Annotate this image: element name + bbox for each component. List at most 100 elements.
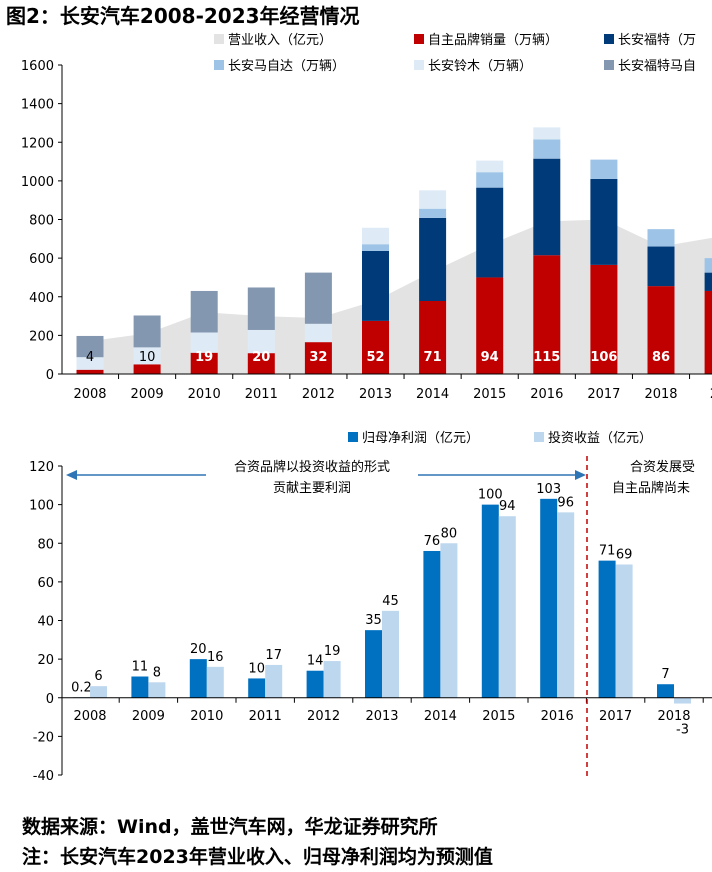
invest-income-bar xyxy=(440,543,458,698)
x-tick-label: 2018 xyxy=(657,709,690,724)
x-tick-label: 2015 xyxy=(482,709,515,724)
legend-label: 长安铃木（万辆） xyxy=(428,59,532,74)
mazda-bar xyxy=(590,159,618,179)
invest-income-bar xyxy=(557,512,575,698)
y-tick-label: 1000 xyxy=(21,175,54,190)
bar-data-label: 94 xyxy=(499,499,516,514)
arrow-right-head xyxy=(575,470,586,480)
own-brand-bar xyxy=(190,352,218,374)
invest-income-bar xyxy=(90,686,107,698)
own-brand-data-label: 106 xyxy=(590,350,617,365)
ford-mazda-bar xyxy=(133,315,161,348)
bar-data-label: 76 xyxy=(424,534,441,549)
y-tick-label: 1400 xyxy=(21,98,54,113)
bar-data-label: 100 xyxy=(478,488,503,503)
own-brand-bar xyxy=(304,342,332,374)
y-tick-label: 600 xyxy=(29,252,54,267)
suzuki-bar xyxy=(362,227,389,245)
bar-data-label: 0.2 xyxy=(71,680,92,695)
suzuki-bar xyxy=(133,347,161,365)
own-brand-bar xyxy=(247,353,275,374)
legend-label: 归母净利润（亿元） xyxy=(362,431,479,446)
y-tick-label: 60 xyxy=(37,576,54,591)
ford-mazda-bar xyxy=(190,290,218,333)
annotation-bg xyxy=(206,458,418,496)
net-profit-bar xyxy=(598,560,616,698)
mazda-bar xyxy=(647,229,675,247)
ford-bar xyxy=(419,217,447,301)
suzuki-bar xyxy=(247,329,275,354)
y-tick-label: 20 xyxy=(37,653,54,668)
x-tick-label: 2017 xyxy=(599,709,632,724)
ford-mazda-bar xyxy=(247,287,275,330)
ford-mazda-bar xyxy=(76,335,104,358)
bar-data-label: 8 xyxy=(153,665,161,680)
x-tick-label: 2012 xyxy=(307,709,340,724)
own-brand-data-label: 20 xyxy=(252,350,270,365)
x-tick-label: 2009 xyxy=(132,709,165,724)
own-brand-data-label: 115 xyxy=(533,350,560,365)
net-profit-bar xyxy=(423,550,441,698)
y-tick-label: 800 xyxy=(29,214,54,229)
invest-income-bar xyxy=(674,697,691,704)
x-tick-label: 2015 xyxy=(473,387,506,402)
bar-data-label: 69 xyxy=(616,547,633,562)
legend-label: 长安福特马自 xyxy=(618,59,696,74)
bar-data-label: 11 xyxy=(132,660,149,675)
bar-data-label: 71 xyxy=(599,544,616,559)
invest-income-bar xyxy=(615,564,633,698)
invest-income-bar xyxy=(206,666,224,698)
mazda-bar xyxy=(704,258,712,273)
invest-income-bar xyxy=(148,682,166,698)
annotation-right-line2: 自主品牌尚未 xyxy=(612,480,690,496)
ford-bar xyxy=(533,158,561,256)
x-tick-label: 2013 xyxy=(365,709,398,724)
y-tick-label: -20 xyxy=(33,730,54,745)
suzuki-bar xyxy=(304,323,332,343)
legend-swatch xyxy=(414,34,424,44)
y-tick-label: 1200 xyxy=(21,136,54,151)
bar-data-label: 7 xyxy=(661,667,669,682)
suzuki-bar xyxy=(190,332,218,353)
x-tick-label: 2013 xyxy=(359,387,392,402)
net-profit-bar xyxy=(131,676,149,698)
net-profit-bar xyxy=(481,504,499,698)
forecast-note: 注：长安汽车2023年营业收入、归母净利润均为预测值 xyxy=(22,846,493,868)
y-tick-label: 0 xyxy=(46,368,54,383)
invest-income-bar xyxy=(265,664,283,698)
bar-data-label: 10 xyxy=(248,661,265,676)
y-tick-label: 100 xyxy=(29,499,54,514)
own-brand-data-label: 10 xyxy=(139,350,156,365)
x-tick-label: 2011 xyxy=(249,709,282,724)
own-brand-bar xyxy=(704,290,712,374)
mazda-bar xyxy=(476,172,504,188)
own-brand-bar xyxy=(419,300,447,374)
ford-bar xyxy=(476,187,504,278)
x-tick-label: 2011 xyxy=(245,387,278,402)
legend-swatch xyxy=(348,432,358,442)
annotation-left-line1: 合资品牌以投资收益的形式 xyxy=(234,459,390,475)
bar-data-label: 20 xyxy=(190,642,207,657)
bar-data-label: 103 xyxy=(536,482,561,497)
mazda-bar xyxy=(419,208,447,218)
x-tick-label: 2012 xyxy=(302,387,335,402)
annotation-right-line1: 合资发展受 xyxy=(630,459,695,475)
own-brand-bar xyxy=(590,264,618,374)
legend-label: 自主品牌销量（万辆） xyxy=(428,32,558,48)
suzuki-bar xyxy=(476,160,504,173)
x-tick-label: 2017 xyxy=(587,387,620,402)
own-brand-bar xyxy=(76,369,104,374)
bar-data-label: 80 xyxy=(441,526,458,541)
annotation-left-line2: 贡献主要利润 xyxy=(273,481,351,496)
ford-bar xyxy=(647,246,675,287)
y-tick-label: 200 xyxy=(29,329,54,344)
x-tick-label: 2018 xyxy=(644,387,677,402)
own-brand-data-label: 71 xyxy=(424,350,442,365)
legend-swatch xyxy=(604,34,614,44)
own-brand-data-label: 32 xyxy=(309,350,327,365)
own-brand-data-label: 94 xyxy=(481,350,499,365)
x-tick-label: 2010 xyxy=(188,387,221,402)
invest-income-bar xyxy=(323,661,341,698)
